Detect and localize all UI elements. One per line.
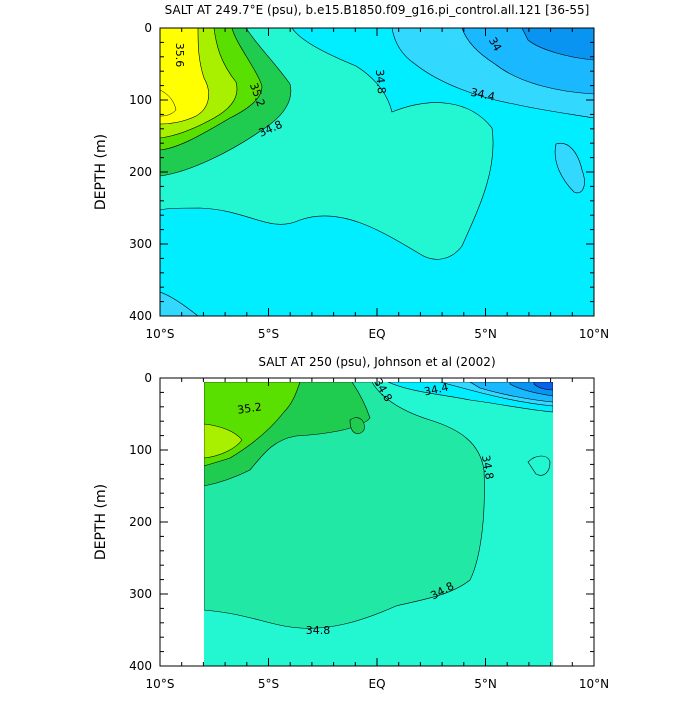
field-35.6-max (160, 89, 177, 117)
y-tick-label: 100 (129, 93, 152, 107)
x-tick-label: 10°S (146, 677, 175, 691)
contour-label: 35.6 (173, 43, 186, 68)
panel-2-title: SALT AT 250 (psu), Johnson et al (2002) (258, 355, 495, 369)
panel-2-axes: 10°S 5°S EQ 5°N 10°N 0 100 200 300 400 (129, 371, 609, 691)
y-tick-label: 200 (129, 165, 152, 179)
x-tick-label: 5°S (258, 677, 279, 691)
panel-1-ylabel: DEPTH (m) (93, 134, 109, 210)
x-tick-label: EQ (368, 327, 385, 341)
y-tick-label: 200 (129, 515, 152, 529)
y-tick-label: 400 (129, 659, 152, 673)
contour-label: 34.4 (423, 381, 450, 399)
contour-label: 34.8 (479, 454, 496, 480)
field-low-patch (554, 142, 585, 194)
panel-1-title: SALT AT 249.7°E (psu), b.e15.B1850.f09_g… (165, 3, 590, 17)
panel-1: SALT AT 249.7°E (psu), b.e15.B1850.f09_g… (93, 3, 609, 341)
panel-1-axes: 10°S 5°S EQ 5°N 10°N 0 100 200 300 400 (129, 21, 609, 341)
y-tick-label: 0 (144, 371, 152, 385)
contour-label: 34.4 (469, 86, 496, 104)
field-small-high (349, 417, 365, 434)
field-33.8-min (533, 382, 553, 391)
x-tick-label: 5°N (474, 677, 497, 691)
contour-label: 34 (486, 35, 504, 54)
x-tick-label: 5°S (258, 327, 279, 341)
field-bottom-left-patch (160, 291, 199, 316)
field-35.2-35.4 (204, 423, 243, 459)
y-tick-label: 100 (129, 443, 152, 457)
contour-label: 34.8 (306, 624, 331, 637)
panel-1-field (160, 28, 594, 316)
y-tick-label: 300 (129, 237, 152, 251)
x-tick-label: 10°N (579, 327, 609, 341)
contour-label: 34.8 (373, 69, 388, 95)
field-right-patch (527, 455, 551, 476)
y-tick-label: 300 (129, 587, 152, 601)
y-tick-label: 400 (129, 309, 152, 323)
x-tick-label: EQ (368, 677, 385, 691)
x-tick-label: 10°S (146, 327, 175, 341)
x-tick-label: 10°N (579, 677, 609, 691)
contour-label: 35.2 (236, 400, 262, 416)
x-tick-label: 5°N (474, 327, 497, 341)
y-tick-label: 0 (144, 21, 152, 35)
panel-2-field (204, 382, 553, 666)
panel-2: SALT AT 250 (psu), Johnson et al (2002) … (93, 355, 609, 691)
panel-2-ylabel: DEPTH (m) (93, 484, 109, 560)
